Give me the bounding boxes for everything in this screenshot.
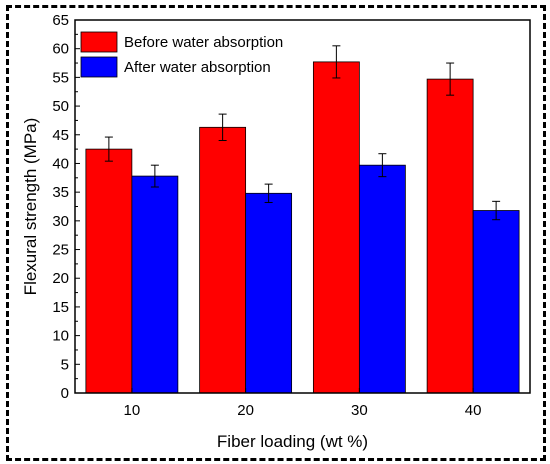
- bar-after-40: [472, 210, 520, 394]
- error-bars-layer: [104, 45, 501, 221]
- y-tick-label: 60: [52, 41, 69, 58]
- legend-swatch-before: [80, 31, 118, 53]
- x-tick-label: 40: [465, 402, 482, 419]
- y-tick-label: 55: [52, 69, 69, 86]
- legend-label-after: After water absorption: [124, 59, 271, 76]
- y-tick-label: 30: [52, 213, 69, 230]
- bar-before-20: [199, 126, 247, 394]
- bar-before-10: [85, 148, 133, 394]
- x-tick-label: 20: [237, 402, 254, 419]
- legend: Before water absorption After water absor…: [80, 31, 283, 78]
- y-tick-label: 50: [52, 98, 69, 115]
- bar-before-30: [312, 61, 360, 394]
- y-axis-ticks: 0 5 10 15 20 25 30 35 40 45 50 55 60 65: [52, 12, 80, 402]
- y-tick-label: 40: [52, 155, 69, 172]
- y-tick-label: 65: [52, 12, 69, 29]
- y-tick-label: 10: [52, 328, 69, 345]
- x-tick-label: 10: [124, 402, 141, 419]
- bars-layer: [85, 61, 520, 394]
- legend-swatch-after: [80, 56, 118, 78]
- bar-after-30: [358, 164, 406, 394]
- y-tick-label: 20: [52, 270, 69, 287]
- legend-label-before: Before water absorption: [124, 34, 283, 51]
- x-axis-ticks: 10 20 30 40: [124, 388, 482, 419]
- y-tick-label: 35: [52, 184, 69, 201]
- y-tick-label: 0: [61, 385, 69, 402]
- bar-before-40: [426, 78, 474, 394]
- x-axis-label: Fiber loading (wt %): [217, 432, 368, 451]
- y-axis-label: Flexural strength (MPa): [21, 118, 40, 296]
- y-tick-label: 25: [52, 242, 69, 259]
- bar-after-20: [245, 192, 293, 394]
- y-tick-label: 15: [52, 299, 69, 316]
- x-tick-label: 30: [351, 402, 368, 419]
- dashed-frame: [6, 5, 546, 461]
- bar-after-10: [131, 175, 179, 394]
- y-tick-label: 5: [61, 356, 69, 373]
- y-tick-label: 45: [52, 127, 69, 144]
